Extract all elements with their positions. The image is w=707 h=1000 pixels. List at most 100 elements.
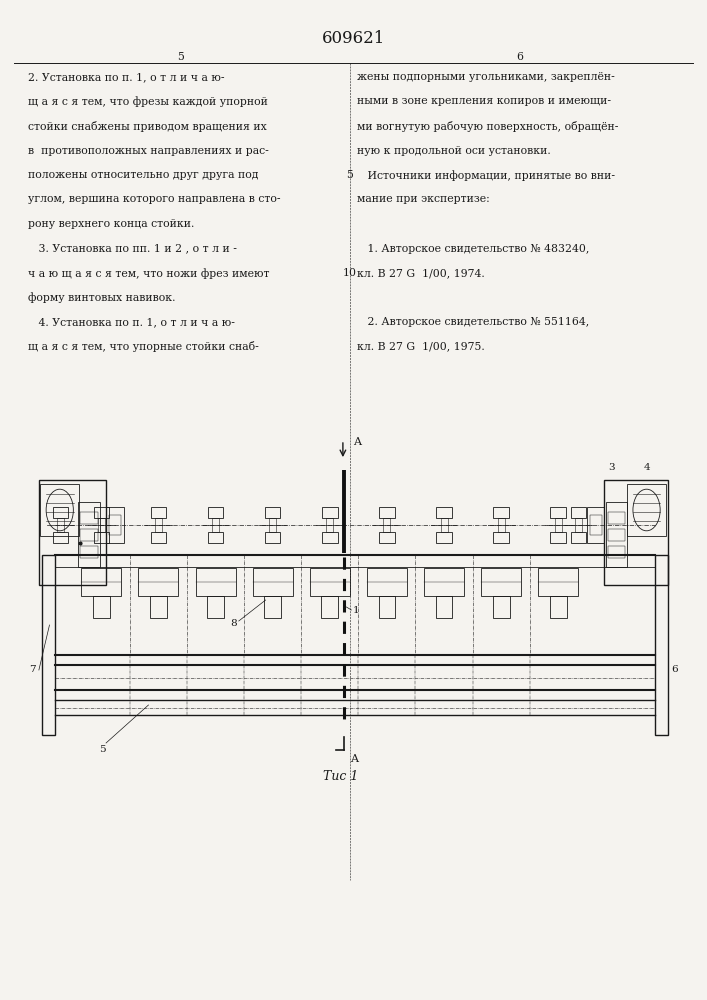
Text: 5: 5 <box>346 170 354 180</box>
Bar <box>367 568 407 596</box>
Text: 4: 4 <box>643 463 650 472</box>
Text: щ а я с я тем, что упорные стойки снаб-: щ а я с я тем, что упорные стойки снаб- <box>28 342 259 353</box>
Bar <box>265 532 281 543</box>
Text: жены подпорными угольниками, закреплён-: жены подпорными угольниками, закреплён- <box>357 72 615 82</box>
Text: щ а я с я тем, что фрезы каждой упорной: щ а я с я тем, что фрезы каждой упорной <box>28 97 268 107</box>
Bar <box>81 568 122 596</box>
Text: мание при экспертизе:: мание при экспертизе: <box>357 194 490 205</box>
Bar <box>322 596 338 618</box>
Bar <box>78 502 100 567</box>
Bar <box>196 568 235 596</box>
Text: 3: 3 <box>608 463 615 472</box>
Bar <box>322 532 338 543</box>
Bar <box>208 507 223 518</box>
Bar <box>106 507 124 543</box>
Bar <box>436 532 452 543</box>
Bar <box>93 596 110 618</box>
Bar <box>379 507 395 518</box>
Bar <box>555 518 562 532</box>
Text: 4. Установка по п. 1, о т л и ч а ю-: 4. Установка по п. 1, о т л и ч а ю- <box>28 317 235 327</box>
Text: форму винтовых навивок.: форму винтовых навивок. <box>28 292 176 303</box>
Bar <box>139 568 178 596</box>
Bar <box>265 507 281 518</box>
Bar <box>150 596 167 618</box>
Bar <box>98 518 105 532</box>
Bar <box>550 596 566 618</box>
Bar <box>571 532 586 543</box>
Bar <box>551 532 566 543</box>
Bar <box>212 518 219 532</box>
Text: 3. Установка по пп. 1 и 2 , о т л и -: 3. Установка по пп. 1 и 2 , о т л и - <box>28 243 237 253</box>
Text: кл. B 27 G  1/00, 1975.: кл. B 27 G 1/00, 1975. <box>357 342 485 352</box>
Bar <box>42 555 55 735</box>
Bar <box>379 532 395 543</box>
Text: положены относительно друг друга под: положены относительно друг друга под <box>28 170 259 180</box>
Text: 6: 6 <box>516 52 523 62</box>
Bar <box>608 512 625 524</box>
Text: 7: 7 <box>29 665 35 674</box>
Bar <box>575 518 582 532</box>
Text: углом, вершина которого направлена в сто-: углом, вершина которого направлена в сто… <box>28 194 281 205</box>
Bar <box>207 596 224 618</box>
Text: 2. Установка по п. 1, о т л и ч а ю-: 2. Установка по п. 1, о т л и ч а ю- <box>28 72 225 82</box>
Text: 5: 5 <box>99 745 105 754</box>
Bar <box>606 502 627 567</box>
Bar <box>571 507 586 518</box>
Bar <box>57 518 64 532</box>
Bar <box>252 568 293 596</box>
Text: ную к продольной оси установки.: ную к продольной оси установки. <box>357 145 551 155</box>
Text: 609621: 609621 <box>322 30 385 47</box>
Bar <box>440 518 448 532</box>
Text: 10: 10 <box>343 268 357 278</box>
Bar <box>269 518 276 532</box>
Bar <box>80 546 98 558</box>
Bar <box>538 568 578 596</box>
Text: 1: 1 <box>353 606 359 614</box>
Bar <box>383 518 390 532</box>
Text: ч а ю щ а я с я тем, что ножи фрез имеют: ч а ю щ а я с я тем, что ножи фрез имеют <box>28 268 270 279</box>
Bar <box>322 507 338 518</box>
Text: 8: 8 <box>230 618 238 628</box>
Bar <box>151 532 166 543</box>
Bar <box>587 507 604 543</box>
Bar <box>493 507 509 518</box>
Text: A: A <box>350 754 358 764</box>
Bar <box>40 484 79 536</box>
Bar <box>608 546 625 558</box>
Bar <box>80 529 98 541</box>
Text: Τис 1: Τис 1 <box>323 770 358 783</box>
Text: Источники информации, принятые во вни-: Источники информации, принятые во вни- <box>357 170 615 181</box>
Text: 6: 6 <box>672 665 678 674</box>
Text: A: A <box>353 437 361 447</box>
Text: ми вогнутую рабочую поверхность, обращён-: ми вогнутую рабочую поверхность, обращён… <box>357 121 619 132</box>
Bar <box>481 568 521 596</box>
Bar <box>52 532 68 543</box>
Bar <box>80 512 98 524</box>
Bar <box>310 568 350 596</box>
Text: рону верхнего конца стойки.: рону верхнего конца стойки. <box>28 219 194 229</box>
Bar <box>436 596 452 618</box>
Bar <box>436 507 452 518</box>
Bar <box>93 507 109 518</box>
Bar <box>208 532 223 543</box>
Text: в  противоположных направлениях и рас-: в противоположных направлениях и рас- <box>28 145 269 155</box>
Text: 2. Авторское свидетельство № 551164,: 2. Авторское свидетельство № 551164, <box>357 317 590 327</box>
Bar <box>264 596 281 618</box>
Bar <box>378 596 395 618</box>
Text: 1. Авторское свидетельство № 483240,: 1. Авторское свидетельство № 483240, <box>357 243 590 253</box>
Bar <box>151 507 166 518</box>
Text: стойки снабжены приводом вращения их: стойки снабжены приводом вращения их <box>28 121 267 132</box>
Bar <box>498 518 505 532</box>
Bar <box>493 596 510 618</box>
Bar <box>590 515 602 535</box>
Text: кл. B 27 G  1/00, 1974.: кл. B 27 G 1/00, 1974. <box>357 268 485 278</box>
Bar <box>93 532 109 543</box>
Bar <box>327 518 334 532</box>
Text: ными в зоне крепления копиров и имеющи-: ными в зоне крепления копиров и имеющи- <box>357 97 611 106</box>
Bar <box>655 555 668 735</box>
Bar <box>39 480 106 585</box>
Bar <box>608 529 625 541</box>
Bar <box>551 507 566 518</box>
Bar <box>155 518 162 532</box>
Bar <box>52 507 68 518</box>
